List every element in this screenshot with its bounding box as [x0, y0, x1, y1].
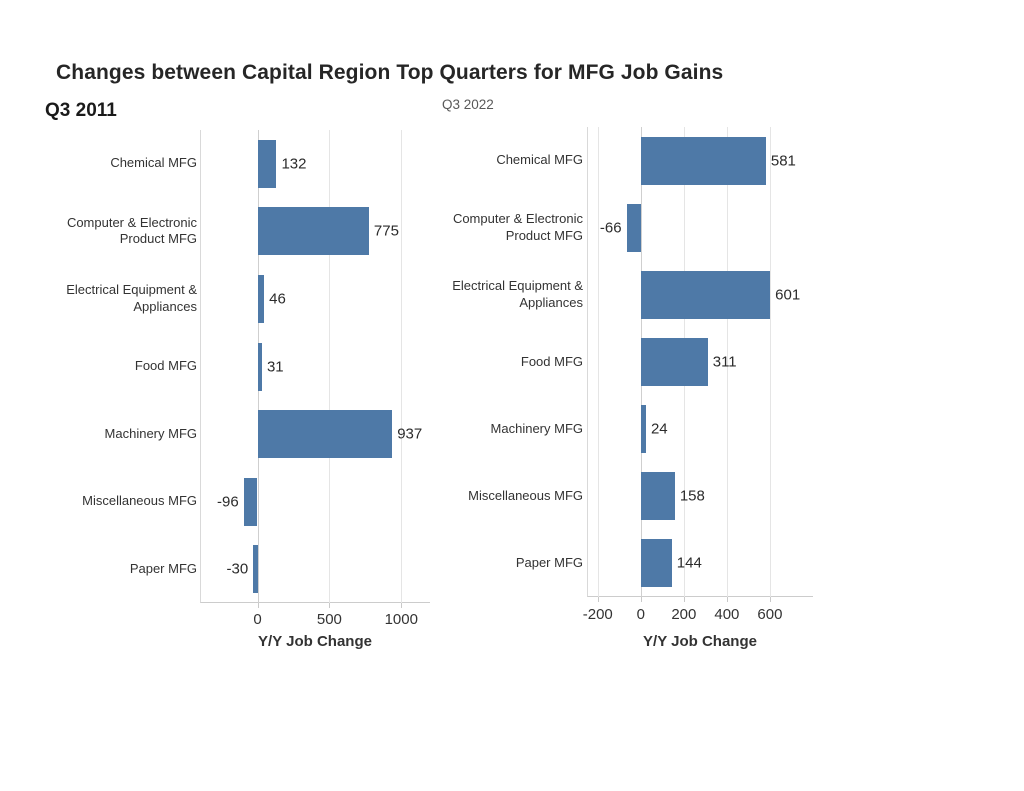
gridline — [726, 127, 728, 597]
bar-value-label: 132 — [281, 155, 307, 173]
axis-tick — [640, 597, 642, 602]
x-axis-tick-label: -200 — [582, 606, 613, 623]
bar-electrical-equipment-[interactable] — [640, 270, 771, 319]
category-label: Machinery MFG — [490, 420, 583, 436]
category-label: Food MFG — [520, 353, 583, 369]
category-label: Computer & Electronic Product MFG — [66, 214, 197, 247]
x-axis-tick-label: 200 — [671, 606, 697, 623]
category-label: Paper MFG — [129, 560, 197, 576]
category-label: Computer & Electronic Product MFG — [452, 211, 583, 243]
gridline — [401, 130, 403, 603]
category-label: Electrical Equipment & Appliances — [66, 282, 197, 314]
bar-food-mfg[interactable] — [640, 338, 708, 386]
bar-machinery-mfg[interactable] — [257, 410, 393, 459]
plot-area — [200, 130, 430, 603]
bar-chemical-mfg[interactable] — [257, 139, 277, 188]
bar-electrical-equipment-[interactable] — [257, 274, 265, 323]
x-axis-title: Y/Y Job Change — [643, 633, 757, 650]
bar-paper-mfg[interactable] — [640, 539, 672, 588]
gridline — [329, 130, 331, 603]
x-axis-tick-label: 1000 — [384, 611, 418, 628]
chart-title-q3-2011: Q3 2011 — [45, 100, 117, 121]
category-label: Paper MFG — [515, 555, 583, 571]
bar-computer-electronic[interactable] — [257, 207, 369, 256]
bar-computer-electronic[interactable] — [626, 203, 641, 252]
category-label: Machinery MFG — [104, 425, 197, 441]
category-label: Food MFG — [134, 358, 197, 374]
bar-value-label: 937 — [397, 425, 423, 443]
gridline — [597, 127, 599, 597]
bar-paper-mfg[interactable] — [253, 545, 258, 594]
bar-machinery-mfg[interactable] — [640, 405, 646, 454]
chart-title-q3-2022: Q3 2022 — [442, 97, 494, 112]
bar-miscellaneous-mfg[interactable] — [243, 477, 258, 526]
axis-tick — [683, 597, 685, 602]
axis-tick — [726, 597, 728, 602]
bar-food-mfg[interactable] — [257, 342, 262, 391]
bar-value-label: 581 — [770, 152, 796, 170]
bar-value-label: 24 — [650, 420, 668, 438]
plot-area — [587, 127, 813, 597]
axis-tick — [257, 603, 259, 608]
x-axis-tick-label: 500 — [316, 611, 342, 628]
bar-value-label: 144 — [676, 554, 702, 572]
bar-value-label: 31 — [266, 358, 284, 375]
bar-chemical-mfg[interactable] — [640, 136, 766, 185]
bar-miscellaneous-mfg[interactable] — [640, 472, 675, 521]
bar-value-label: -30 — [226, 560, 249, 578]
bar-value-label: 158 — [679, 487, 705, 505]
x-axis-tick-label: 0 — [636, 606, 645, 623]
axis-tick — [401, 603, 403, 608]
gridline — [769, 127, 771, 597]
category-label: Chemical MFG — [496, 152, 583, 168]
x-axis-title: Y/Y Job Change — [258, 633, 372, 650]
x-axis-tick-label: 600 — [757, 606, 783, 623]
category-label: Miscellaneous MFG — [82, 493, 197, 509]
bar-value-label: 775 — [373, 222, 399, 240]
page-title: Changes between Capital Region Top Quart… — [56, 61, 724, 84]
bar-value-label: -96 — [217, 493, 239, 511]
axis-tick — [769, 597, 771, 602]
bar-value-label: 46 — [269, 290, 286, 308]
category-label: Electrical Equipment & Appliances — [452, 278, 583, 310]
category-label: Miscellaneous MFG — [468, 487, 583, 503]
x-axis-tick-label: 400 — [714, 606, 740, 623]
bar-value-label: 601 — [775, 286, 801, 304]
bar-value-label: -66 — [599, 219, 622, 237]
axis-tick — [329, 603, 331, 608]
category-label: Chemical MFG — [110, 155, 197, 171]
x-axis-tick-label: 0 — [253, 611, 262, 628]
bar-value-label: 311 — [712, 353, 737, 371]
axis-tick — [597, 597, 599, 602]
